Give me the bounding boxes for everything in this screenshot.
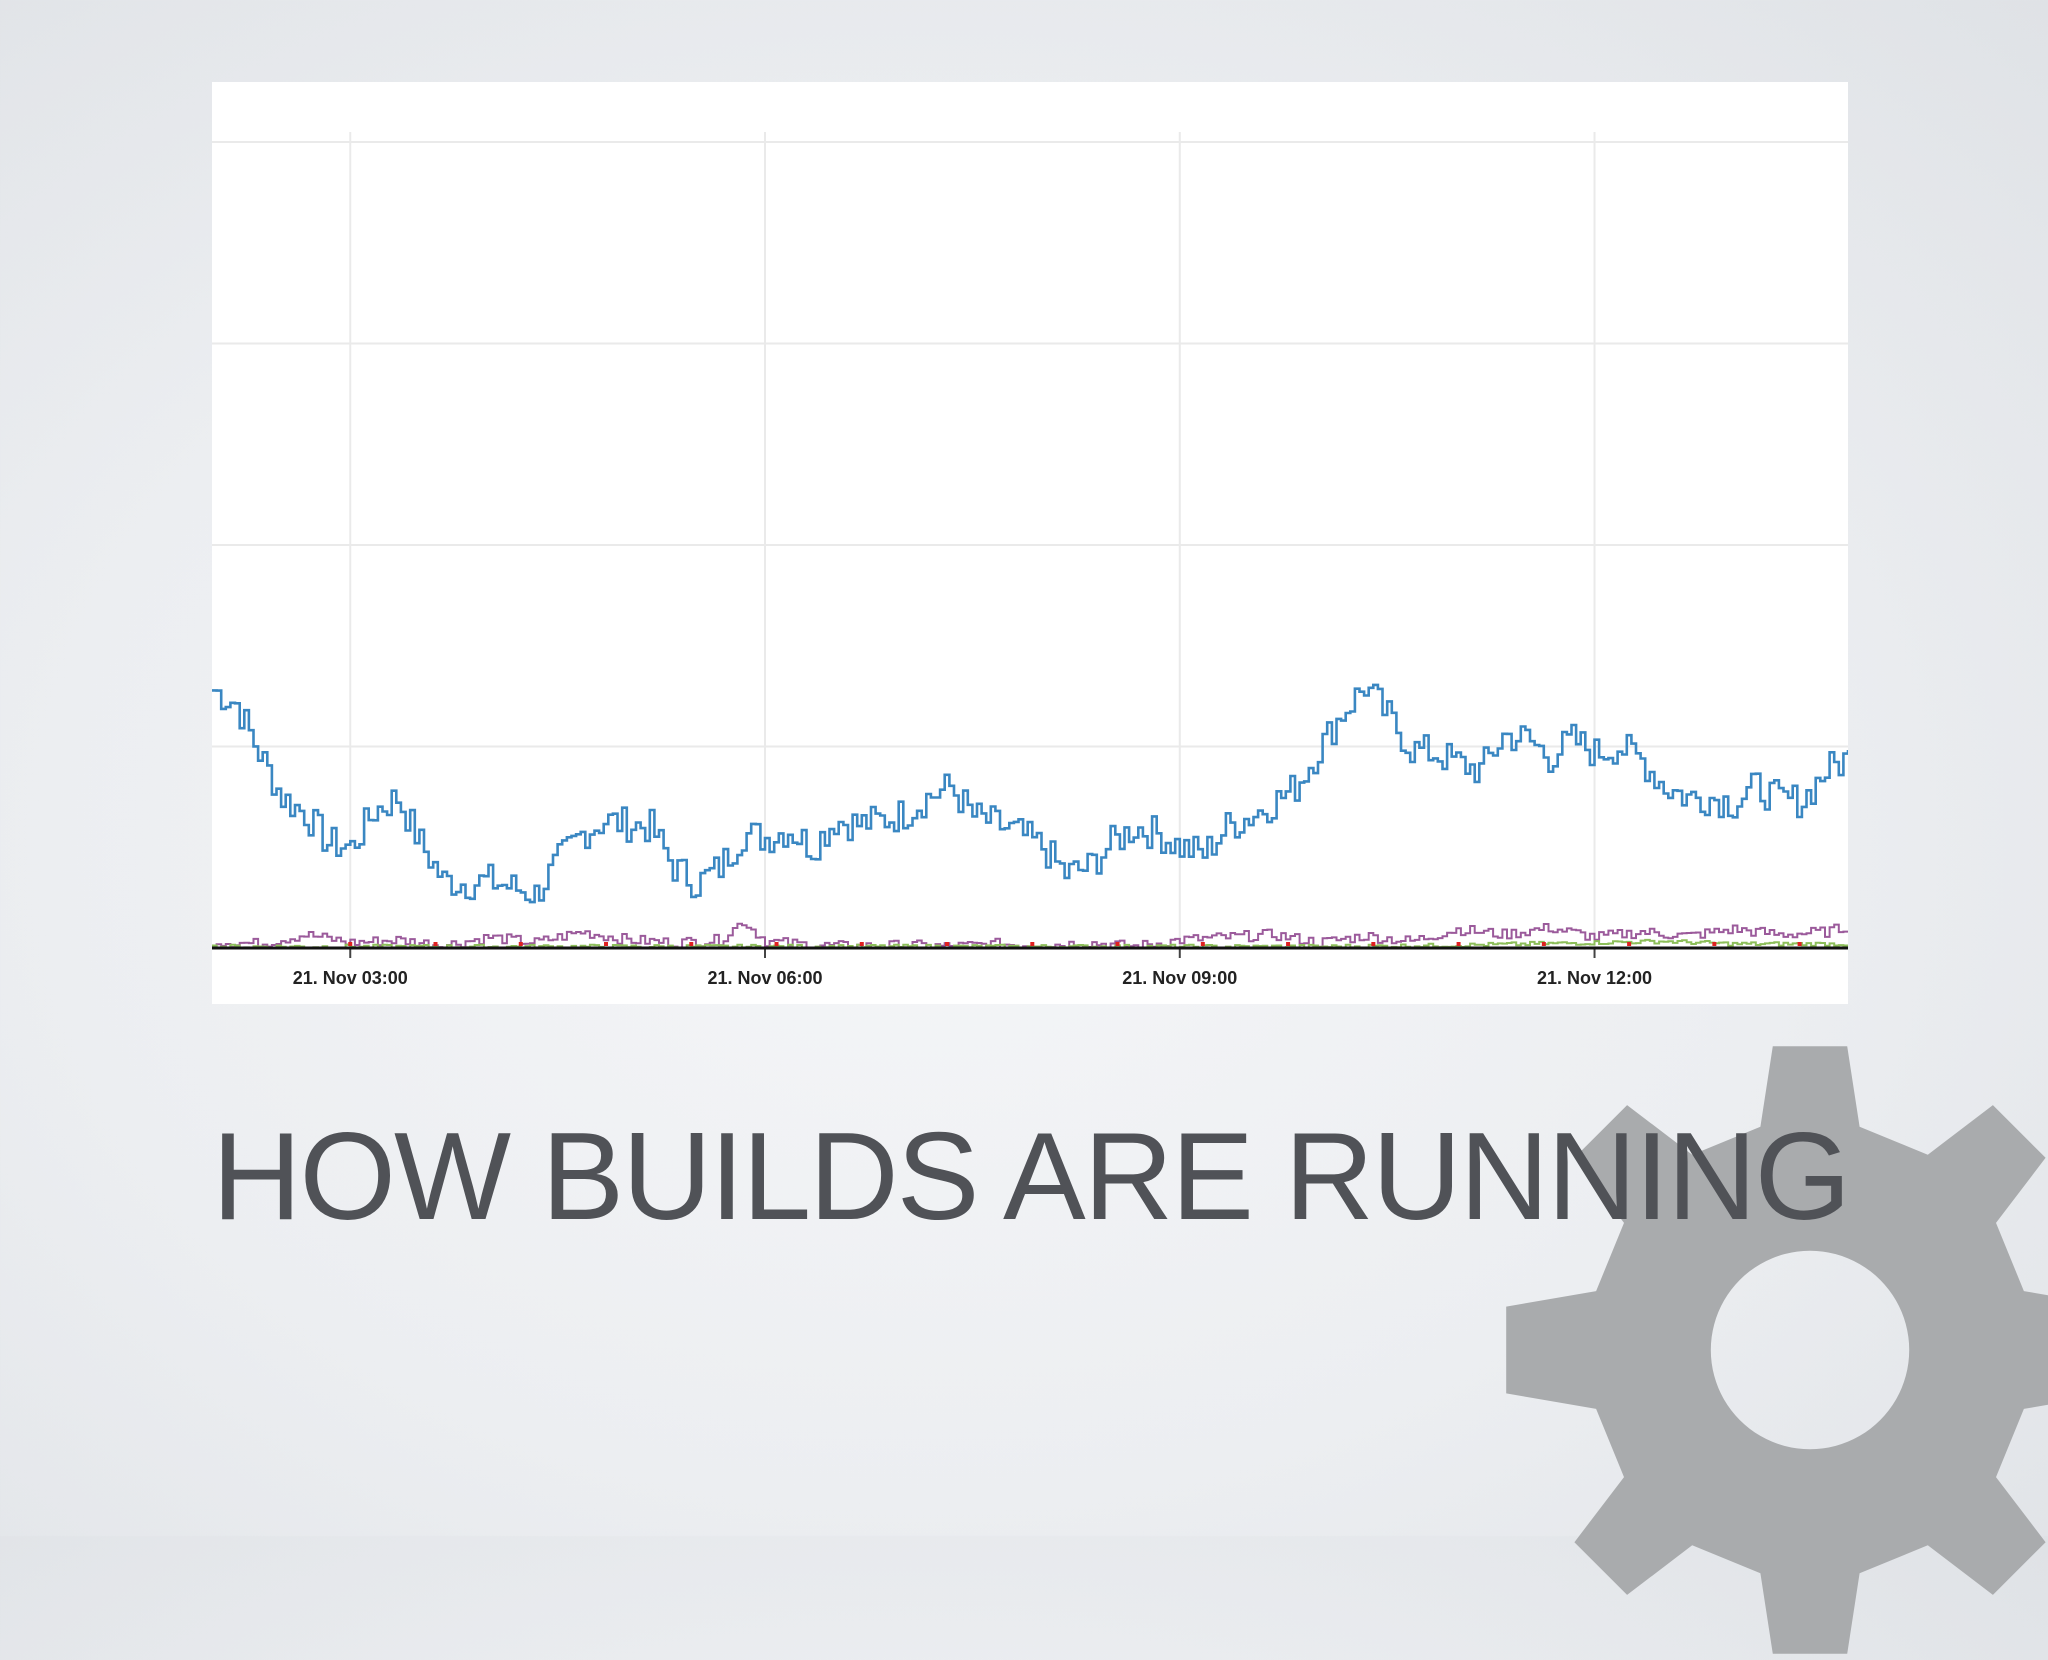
x-tick-label-1: 21. Nov 06:00 [707, 968, 822, 988]
series-marker-red [1371, 942, 1376, 946]
series-marker-red [1286, 942, 1291, 946]
series-marker-red [859, 942, 864, 946]
x-tick-label-3: 21. Nov 12:00 [1537, 968, 1652, 988]
series-marker-red [689, 942, 694, 946]
x-tick-label-0: 21. Nov 03:00 [293, 968, 408, 988]
series-marker-red [774, 942, 779, 946]
slide: 21. Nov 03:00 21. Nov 06:00 21. Nov 09:00 2… [212, 82, 2048, 1654]
gear-icon [1506, 1046, 2048, 1654]
series-marker-red [1030, 942, 1035, 946]
chart-panel: 21. Nov 03:00 21. Nov 06:00 21. Nov 09:00 2… [212, 82, 1848, 1004]
series-line-0 [212, 683, 1848, 904]
series-marker-red [433, 942, 438, 946]
series-marker-red [1541, 942, 1546, 946]
series-marker-red [604, 942, 609, 946]
series-marker-red [1456, 942, 1461, 946]
series-marker-red [1797, 942, 1802, 946]
build-chart: 21. Nov 03:00 21. Nov 06:00 21. Nov 09:00 2… [212, 132, 1848, 988]
slide-title: HOW BUILDS ARE RUNNING [212, 1108, 1851, 1246]
series-marker-red [1200, 942, 1205, 946]
series-marker-red [348, 942, 353, 946]
series-marker-red [518, 942, 523, 946]
series-marker-red [1115, 942, 1120, 946]
series-marker-red [945, 942, 950, 946]
x-tick-label-2: 21. Nov 09:00 [1122, 968, 1237, 988]
series-marker-red [1627, 942, 1632, 946]
series-marker-red [1712, 942, 1717, 946]
